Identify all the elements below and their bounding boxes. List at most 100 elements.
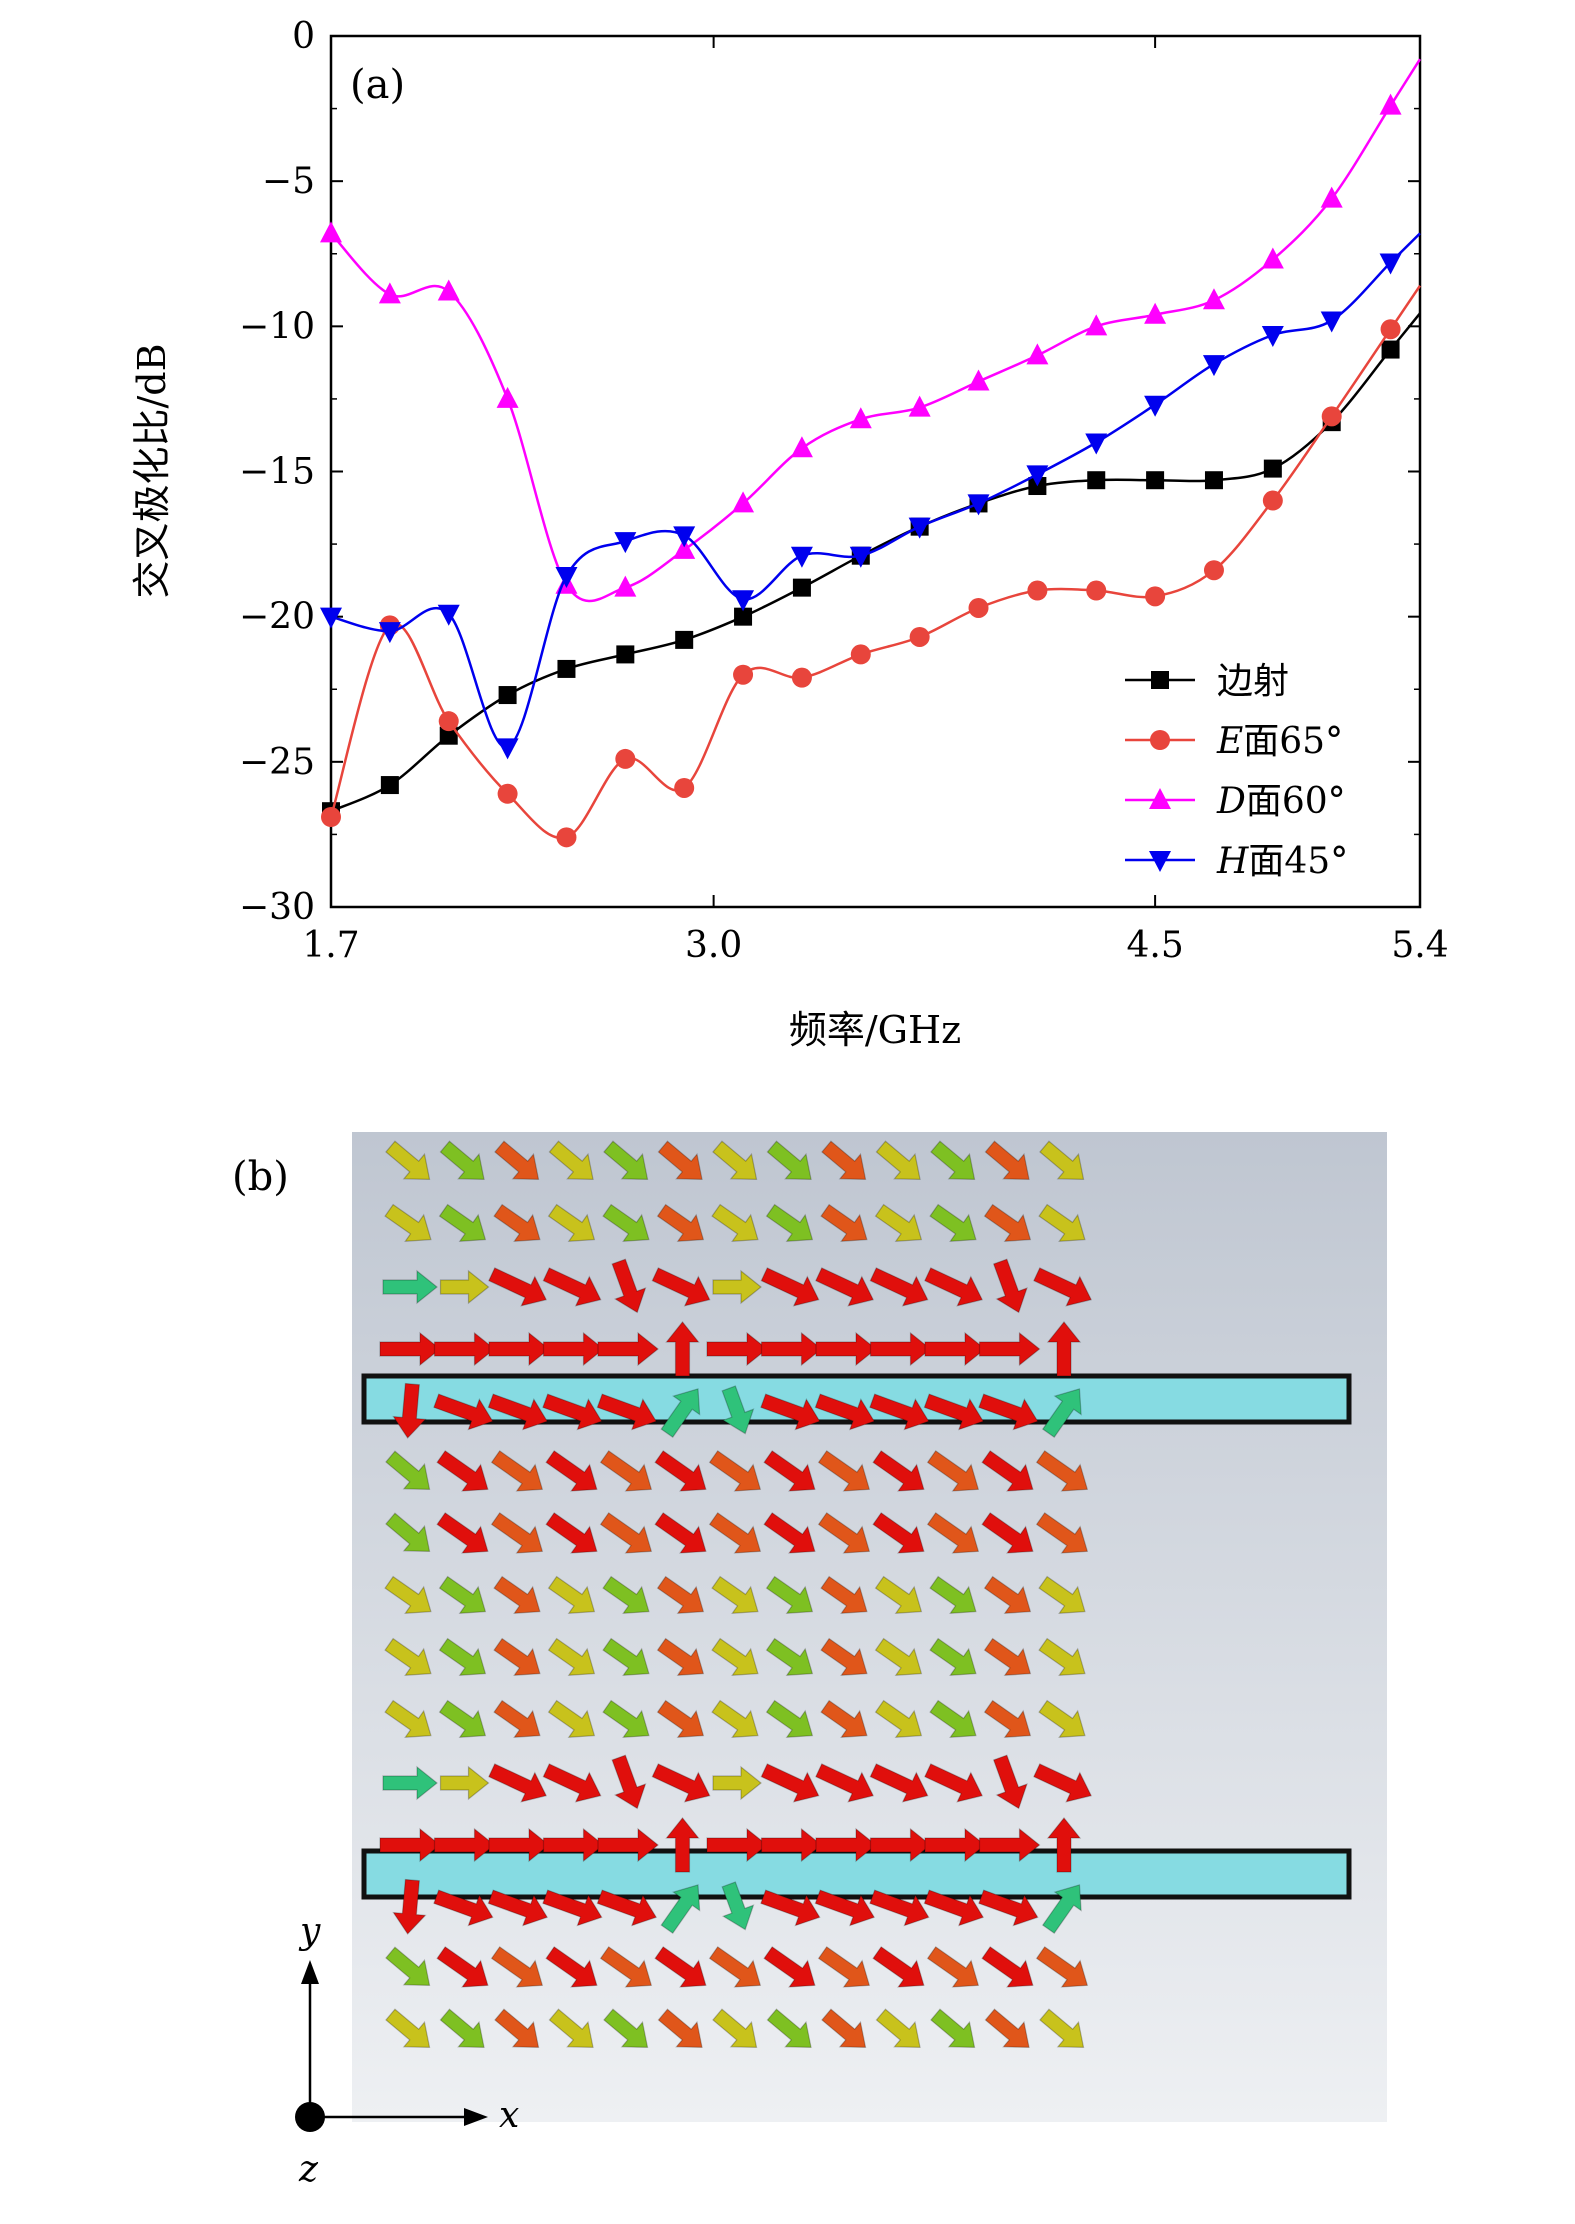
field-arrow (542, 1827, 605, 1863)
field-arrow (983, 1637, 1032, 1676)
field-arrow (978, 1889, 1039, 1927)
field-arrow (869, 1827, 932, 1863)
data-point-triangle-down (614, 532, 637, 554)
chart-panel-a: 0 −5 −10 −15 −20 −25 −301.7 3.0 4.5 5.4 (a) 交叉极化比… (130, 16, 1449, 1052)
data-point-triangle-down (1261, 326, 1284, 348)
series-circle (321, 284, 1422, 848)
field-arrow-shape (494, 2008, 540, 2049)
field-arrow (654, 1450, 707, 1492)
field-arrow (384, 1575, 432, 1614)
field-arrow (711, 1203, 759, 1242)
field-arrow-shape (656, 1575, 705, 1614)
y-tick-label: −30 (239, 887, 315, 928)
field-arrow (766, 2008, 812, 2049)
field-arrow (869, 1763, 929, 1803)
field-arrow (874, 1699, 923, 1738)
plot-frame (329, 34, 1422, 909)
field-arrow (602, 1637, 650, 1676)
field-arrow (602, 1203, 650, 1242)
field-arrow-shape (384, 1699, 432, 1738)
field-arrow-shape (487, 1393, 549, 1431)
field-arrow (547, 1575, 596, 1614)
data-point-triangle-down (732, 590, 755, 612)
field-arrow-shape (1039, 1140, 1085, 1181)
field-arrow-shape (872, 1512, 925, 1554)
field-arrow-shape (821, 2008, 867, 2049)
field-arrow (1033, 1267, 1093, 1307)
field-arrow (651, 1763, 711, 1803)
field-arrow (820, 1637, 868, 1676)
field-arrow-shape (651, 1267, 711, 1307)
field-arrow (439, 1765, 490, 1801)
data-point-circle (968, 597, 989, 618)
field-arrow-shape (1035, 1450, 1089, 1492)
field-arrow-shape (875, 2008, 921, 2049)
field-arrow-shape (821, 1140, 867, 1181)
field-arrow (545, 1946, 598, 1988)
data-point-square (675, 630, 694, 649)
y-tick-label: −20 (239, 597, 315, 638)
field-arrow (433, 1827, 496, 1863)
field-arrow (547, 1637, 596, 1676)
field-arrow-shape (660, 1884, 701, 1934)
data-point-triangle-up (437, 279, 460, 301)
field-arrow-shape (654, 1946, 707, 1988)
field-arrow-shape (872, 1450, 925, 1492)
field-arrow-shape (814, 1393, 876, 1431)
field-arrow-shape (1046, 1817, 1082, 1873)
field-arrow-shape (1035, 1946, 1089, 1988)
field-arrow-shape (983, 1203, 1032, 1242)
data-point-circle (1321, 406, 1342, 427)
data-point-triangle-up (1320, 186, 1343, 208)
field-arrow (923, 1393, 985, 1431)
data-point-square (616, 645, 635, 664)
field-arrow-shape (439, 2008, 485, 2049)
data-point-triangle-up (614, 575, 637, 597)
field-arrow-shape (1038, 1575, 1086, 1614)
field-arrow-shape (765, 1637, 814, 1676)
field-arrow (657, 1140, 703, 1181)
field-arrow (763, 1512, 816, 1554)
field-arrow (760, 1763, 820, 1803)
data-point-triangle-up (1144, 302, 1167, 324)
field-arrow-shape (721, 1881, 755, 1931)
field-arrow (923, 1889, 985, 1927)
field-arrow-shape (760, 1331, 823, 1367)
data-point-triangle-down (1202, 355, 1225, 377)
field-arrow-shape (760, 1827, 823, 1863)
field-arrow-shape (599, 1512, 653, 1554)
field-arrow-shape (548, 2008, 594, 2049)
data-point-triangle-up (496, 386, 519, 408)
data-point-circle (1380, 319, 1401, 340)
field-arrow (981, 1512, 1034, 1554)
data-point-triangle-up (967, 369, 990, 391)
field-arrow (493, 1637, 541, 1676)
field-arrow (869, 1267, 929, 1307)
field-arrow-shape (711, 1699, 759, 1738)
field-arrow-shape (599, 1450, 653, 1492)
field-arrow-shape (542, 1763, 602, 1803)
field-arrow (382, 1765, 438, 1801)
field-arrow-shape (815, 1331, 877, 1367)
field-arrow (603, 1140, 649, 1181)
data-point-triangle-down (1026, 465, 1049, 487)
field-arrow-shape (1041, 1388, 1082, 1438)
field-arrow-shape (721, 1385, 755, 1435)
field-arrow (983, 1699, 1032, 1738)
field-arrow (439, 1140, 485, 1181)
field-arrow-shape (379, 1331, 441, 1367)
field-arrow (814, 1889, 876, 1927)
field-arrow (436, 1450, 489, 1492)
field-arrow-shape (930, 1140, 976, 1181)
legend-marker (1149, 788, 1171, 809)
field-arrow-shape (869, 1827, 932, 1863)
field-arrow (660, 1388, 701, 1438)
field-arrow-shape (765, 1203, 814, 1242)
data-point-square (1263, 459, 1282, 478)
field-arrow-shape (992, 1754, 1028, 1810)
field-arrow (924, 1827, 986, 1863)
field-arrow-shape (708, 1946, 762, 1988)
field-arrow-shape (983, 1699, 1032, 1738)
field-arrow-shape (392, 1382, 427, 1439)
data-point-square (380, 776, 399, 795)
